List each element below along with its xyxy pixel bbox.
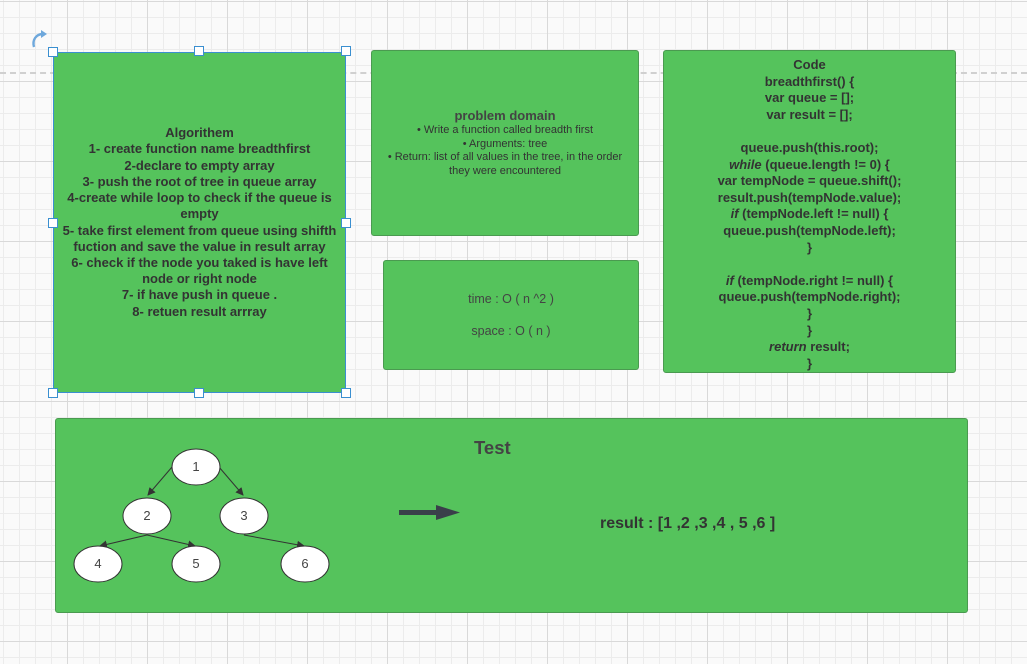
code-line: } [806,355,813,371]
resize-handle-bottom-right[interactable] [341,388,351,398]
code-line: breadthfirst() { [764,73,855,89]
code-line: result.push(tempNode.value); [717,189,902,205]
tree-edge [147,466,173,496]
test-card[interactable]: Test 1 2 3 4 5 6 result : [1 ,2 ,3 ,4 , … [55,418,968,613]
algorithm-title: Algorithem [165,125,234,141]
algorithm-step: 3- push the root of tree in queue array [82,173,317,189]
tree-node[interactable] [122,497,172,535]
code-line: if (tempNode.right != null) { [725,272,894,288]
problem-bullet: • Arguments: tree [462,137,548,150]
algorithm-step: 8- retuen result arrray [132,303,267,319]
tree-edge [243,534,305,549]
rotate-icon[interactable] [30,29,52,51]
resize-handle-right[interactable] [341,218,351,228]
tree-node[interactable] [171,545,221,583]
test-title: Test [474,437,511,458]
code-card[interactable]: Code breadthfirst() { var queue = []; va… [663,50,956,373]
code-line: } [806,322,813,338]
resize-handle-top-left[interactable] [48,47,58,57]
code-line: } [806,305,813,321]
code-line: queue.push(tempNode.left); [723,222,896,238]
tree-node[interactable] [73,545,123,583]
problem-domain-title: problem domain [454,108,556,123]
tree-node[interactable] [171,448,221,486]
tree-node-label: 5 [192,556,199,571]
algorithm-text: Algorithem 1- create function name bread… [58,125,341,319]
problem-domain-card[interactable]: problem domain • Write a function called… [371,50,639,236]
tree-node-label: 6 [301,556,308,571]
tree-node-label: 2 [143,508,150,523]
space-complexity: space : O ( n ) [471,324,551,338]
resize-handle-bottom-left[interactable] [48,388,58,398]
algorithm-step: 6- check if the node you taked is have l… [71,254,328,287]
resize-handle-bottom[interactable] [194,388,204,398]
code-line: var queue = []; [764,90,855,106]
resize-handle-top[interactable] [194,46,204,56]
algorithm-step: 4-create while loop to check if the queu… [67,190,332,222]
code-line: var tempNode = queue.shift(); [717,173,902,189]
tree-edge [99,534,148,549]
code-line: } [806,239,813,255]
tree-node-label: 3 [240,508,247,523]
test-result: result : [1 ,2 ,3 ,4 , 5 ,6 ] [600,515,776,532]
tree-node[interactable] [280,545,330,583]
tree-node-label: 4 [94,556,101,571]
problem-bullet: • Return: list of all values in the tree… [387,151,623,177]
algorithm-step: 2-declare to empty array [124,157,275,173]
code-line: queue.push(this.root); [740,139,879,155]
resize-handle-top-right[interactable] [341,46,351,56]
tree-edge [146,534,196,549]
code-line: if (tempNode.left != null) { [730,206,889,222]
problem-bullet: • Write a function called breadth first [416,124,594,136]
code-line: var result = []; [766,106,853,122]
tree-edge [218,466,244,496]
binary-tree-diagram: 1 2 3 4 5 6 [73,448,460,583]
algorithm-step: 1- create function name breadthfirst [88,141,311,157]
code-title: Code [793,57,826,72]
resize-handle-left[interactable] [48,218,58,228]
algorithm-step: 7- if have push in queue . [121,287,278,303]
code-line: return result; [769,339,850,355]
code-line: while (queue.length != 0) { [729,156,890,172]
tree-node-label: 1 [192,459,199,474]
algorithm-card[interactable]: Algorithem 1- create function name bread… [53,52,346,393]
code-line: queue.push(tempNode.right); [718,289,901,305]
time-complexity: time : O ( n ^2 ) [468,292,554,306]
algorithm-step: 5- take first element from queue using s… [62,222,337,254]
tree-node[interactable] [219,497,269,535]
complexity-card[interactable]: time : O ( n ^2 ) space : O ( n ) [383,260,639,370]
right-arrow-icon [399,505,460,520]
